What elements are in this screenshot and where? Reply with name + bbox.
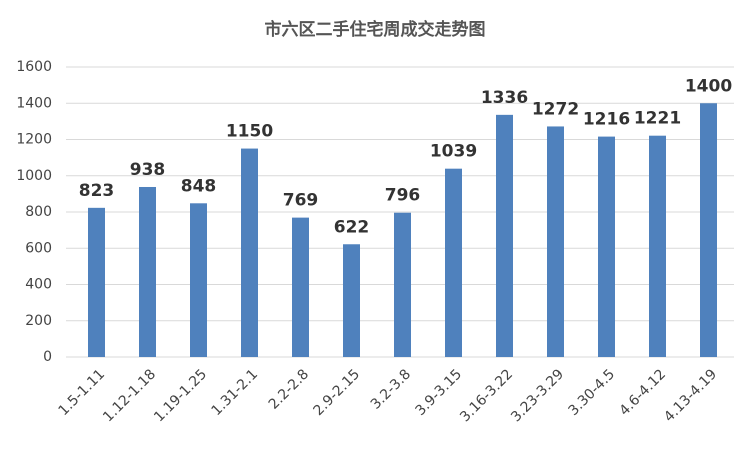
x-tick-label: 1.12-1.18 — [100, 366, 159, 425]
bar — [190, 203, 207, 357]
y-tick-label: 1400 — [16, 95, 52, 111]
value-label: 1216 — [583, 110, 630, 130]
value-label: 848 — [181, 176, 217, 196]
value-label: 938 — [130, 160, 166, 180]
bar — [649, 135, 666, 357]
y-tick-label: 0 — [43, 349, 52, 365]
bar — [445, 168, 462, 357]
y-tick-label: 1200 — [16, 132, 52, 148]
x-tick-label: 1.19-1.25 — [151, 366, 210, 425]
bar — [292, 217, 309, 357]
y-tick-label: 1600 — [16, 59, 52, 75]
bar — [496, 114, 513, 357]
bar — [88, 207, 105, 357]
x-tick-label: 3.30-4.5 — [565, 366, 618, 419]
x-tick-label: 4.13-4.19 — [661, 366, 720, 425]
x-tick-label: 1.31-2.1 — [208, 366, 261, 419]
x-tick-label: 3.16-3.22 — [457, 366, 516, 425]
y-tick-label: 400 — [25, 277, 52, 293]
bar — [343, 244, 360, 357]
bar — [547, 126, 564, 357]
value-label: 796 — [385, 186, 421, 206]
bar — [139, 186, 156, 357]
x-tick-label: 2.2-2.8 — [266, 366, 312, 412]
x-tick-label: 1.5-1.11 — [55, 366, 108, 419]
value-label: 1400 — [685, 76, 732, 96]
chart-title: 市六区二手住宅周成交走势图 — [265, 19, 486, 40]
y-tick-label: 200 — [25, 313, 52, 329]
bar — [394, 212, 411, 357]
value-label: 1221 — [634, 109, 681, 129]
bar — [241, 148, 258, 357]
value-label: 769 — [283, 191, 319, 211]
value-label: 622 — [334, 217, 370, 237]
y-tick-label: 1000 — [16, 168, 52, 184]
value-label: 1039 — [430, 142, 477, 162]
x-tick-label: 3.23-3.29 — [508, 366, 567, 425]
x-tick-label: 3.9-3.15 — [412, 366, 465, 419]
x-tick-label: 4.6-4.12 — [616, 366, 669, 419]
x-tick-label: 3.2-3.8 — [368, 366, 414, 412]
value-label: 1150 — [226, 122, 273, 142]
y-tick-label: 800 — [25, 204, 52, 220]
y-tick-label: 600 — [25, 240, 52, 256]
bar — [598, 136, 615, 357]
x-tick-label: 2.9-2.15 — [310, 366, 363, 419]
value-label: 823 — [79, 181, 115, 201]
bar — [700, 103, 717, 357]
value-label: 1272 — [532, 99, 579, 119]
value-label: 1336 — [481, 88, 528, 108]
